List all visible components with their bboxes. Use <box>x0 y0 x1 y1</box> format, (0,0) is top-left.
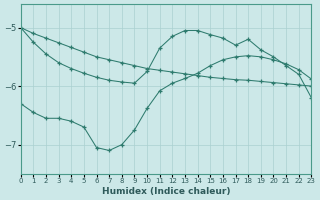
X-axis label: Humidex (Indice chaleur): Humidex (Indice chaleur) <box>102 187 230 196</box>
